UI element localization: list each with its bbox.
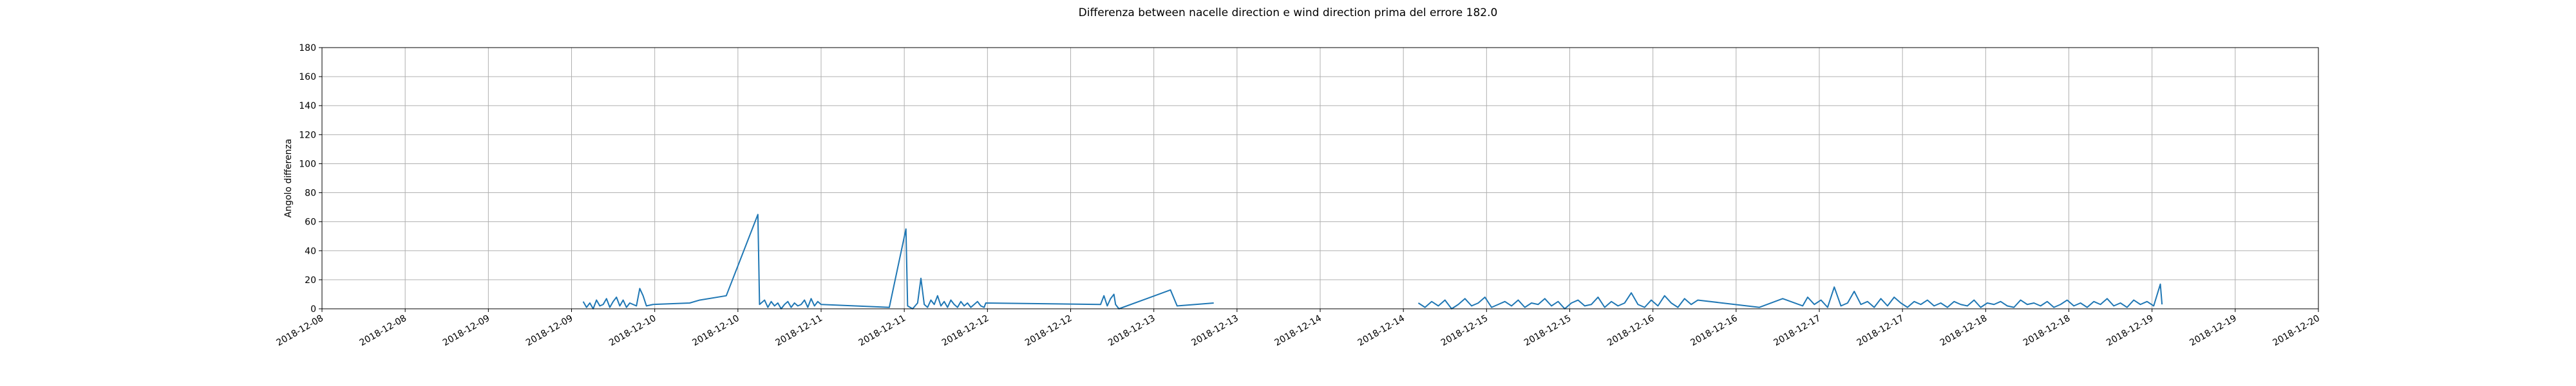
x-tick-label: 2018-12-20 — [2271, 313, 2322, 349]
x-tick-label: 2018-12-15 — [1439, 313, 1490, 349]
y-tick-label: 20 — [305, 275, 316, 286]
x-tick-label: 2018-12-08 — [358, 313, 408, 349]
x-tick-label: 2018-12-13 — [1189, 313, 1240, 349]
y-tick-label: 40 — [305, 246, 316, 257]
x-tick-label: 2018-12-10 — [690, 313, 741, 349]
y-tick-label: 120 — [299, 130, 316, 140]
x-tick-label: 2018-12-15 — [1522, 313, 1573, 349]
x-tick-label: 2018-12-14 — [1273, 313, 1324, 349]
plot-frame — [321, 47, 2319, 309]
y-tick-label: 140 — [299, 101, 316, 111]
y-tick-label: 180 — [299, 43, 316, 53]
x-tick-label: 2018-12-11 — [857, 313, 907, 349]
x-tick-label: 2018-12-12 — [1023, 313, 1074, 349]
x-tick-label: 2018-12-19 — [2105, 313, 2155, 349]
y-tick-label: 60 — [305, 217, 316, 228]
x-tick-label: 2018-12-17 — [1855, 313, 1906, 349]
x-tick-label: 2018-12-19 — [2188, 313, 2238, 349]
x-tick-label: 2018-12-14 — [1356, 313, 1407, 349]
x-tick-label: 2018-12-18 — [2022, 313, 2072, 349]
x-tick-label: 2018-12-08 — [275, 313, 325, 349]
data-line — [582, 214, 2163, 309]
y-tick-label: 160 — [299, 72, 316, 82]
y-tick-label: 100 — [299, 159, 316, 169]
x-tick-label: 2018-12-16 — [1605, 313, 1656, 349]
y-tick-label: 0 — [310, 304, 316, 315]
chart-title: Differenza between nacelle direction e w… — [1079, 6, 1498, 19]
x-tick-label: 2018-12-17 — [1772, 313, 1823, 349]
x-tick-label: 2018-12-09 — [524, 313, 574, 349]
x-tick-label: 2018-12-13 — [1106, 313, 1157, 349]
x-tick-label: 2018-12-09 — [441, 313, 491, 349]
y-tick-label: 80 — [305, 188, 316, 199]
x-tick-label: 2018-12-10 — [607, 313, 658, 349]
x-tick-label: 2018-12-11 — [774, 313, 824, 349]
x-tick-label: 2018-12-12 — [940, 313, 990, 349]
x-tick-label: 2018-12-18 — [1938, 313, 1989, 349]
x-tick-label: 2018-12-16 — [1689, 313, 1739, 349]
y-axis-label: Angolo differenza — [283, 139, 294, 218]
